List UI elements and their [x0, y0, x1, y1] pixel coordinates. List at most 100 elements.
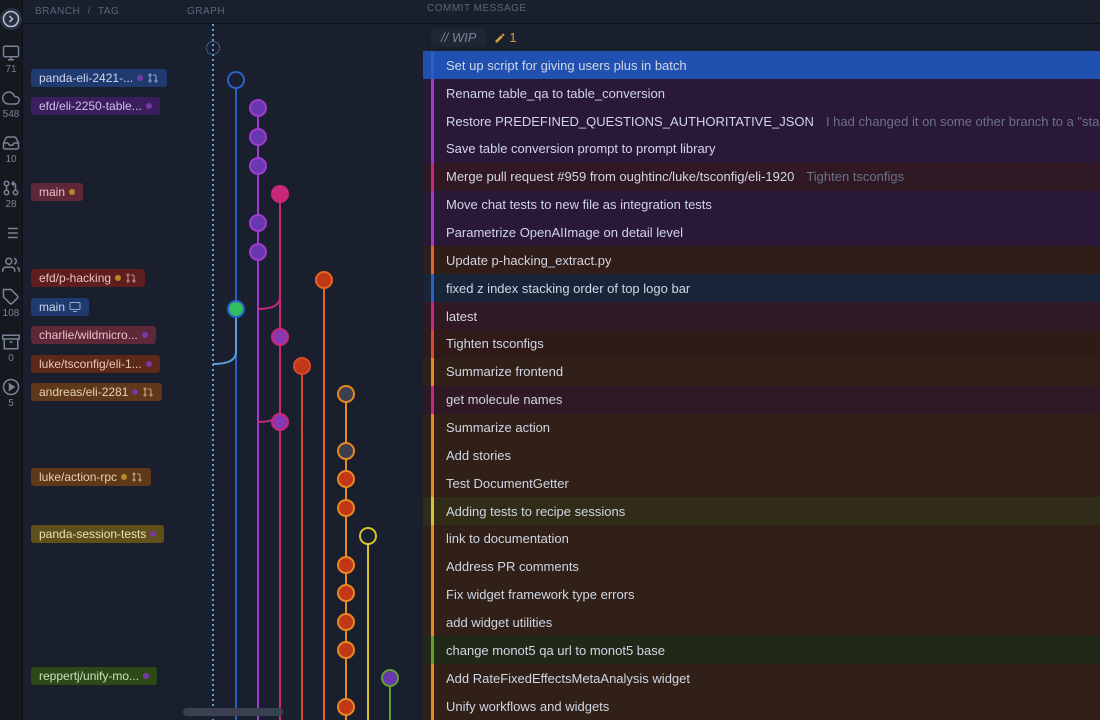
commit-node[interactable]: [315, 271, 333, 289]
commit-message: Update p-hacking_extract.py: [446, 253, 611, 268]
commit-message: fixed z index stacking order of top logo…: [446, 281, 690, 296]
branch-tag[interactable]: main: [31, 298, 89, 316]
commit-message: Merge pull request #959 from oughtinc/lu…: [446, 169, 794, 184]
commit-node[interactable]: [337, 470, 355, 488]
commit-row[interactable]: Summarize action: [423, 414, 1100, 442]
commit-row[interactable]: Save table conversion prompt to prompt l…: [423, 135, 1100, 163]
commit-node[interactable]: [359, 527, 377, 545]
commit-message: Restore PREDEFINED_QUESTIONS_AUTHORITATI…: [446, 114, 814, 129]
commit-row[interactable]: Address PR comments: [423, 553, 1100, 581]
commit-node[interactable]: [337, 698, 355, 716]
commit-row[interactable]: Update p-hacking_extract.py: [423, 246, 1100, 274]
rail-item-users[interactable]: [2, 256, 20, 274]
commit-node[interactable]: [293, 357, 311, 375]
branch-tag[interactable]: luke/tsconfig/eli-1...: [31, 355, 160, 373]
commit-row[interactable]: Test DocumentGetter: [423, 469, 1100, 497]
header-commit-msg: COMMIT MESSAGE: [423, 3, 1100, 20]
commit-message: Unify workflows and widgets: [446, 699, 609, 714]
branch-tag[interactable]: panda-eli-2421-...: [31, 69, 167, 87]
rail-item-list[interactable]: [2, 224, 20, 242]
commit-message: Add stories: [446, 448, 511, 463]
commit-row[interactable]: Unify workflows and widgets: [423, 692, 1100, 720]
rail-item-tags[interactable]: 108: [2, 288, 20, 319]
commit-message: Save table conversion prompt to prompt l…: [446, 141, 716, 156]
commit-node[interactable]: [249, 99, 267, 117]
commit-row[interactable]: Tighten tsconfigs: [423, 330, 1100, 358]
commit-message: Move chat tests to new file as integrati…: [446, 197, 712, 212]
commit-node[interactable]: [337, 613, 355, 631]
commit-node[interactable]: [337, 442, 355, 460]
rail-item-stash[interactable]: 0: [2, 333, 20, 364]
commit-message: link to documentation: [446, 531, 569, 546]
commit-message: Address PR comments: [446, 559, 579, 574]
commit-node[interactable]: [381, 669, 399, 687]
commit-node[interactable]: [249, 128, 267, 146]
commit-node[interactable]: [337, 584, 355, 602]
commit-node[interactable]: [249, 243, 267, 261]
commit-node[interactable]: [271, 328, 289, 346]
commit-message: Parametrize OpenAIImage on detail level: [446, 225, 683, 240]
commit-row[interactable]: get molecule names: [423, 386, 1100, 414]
branch-tag[interactable]: main: [31, 183, 83, 201]
branch-tag[interactable]: reppertj/unify-mo...: [31, 667, 157, 685]
commit-message: Fix widget framework type errors: [446, 587, 635, 602]
commit-message: Tighten tsconfigs: [446, 336, 544, 351]
commit-row[interactable]: add widget utilities: [423, 609, 1100, 637]
header-branch-tag: BRANCH / TAG: [23, 6, 183, 17]
branch-tag[interactable]: andreas/eli-2281: [31, 383, 162, 401]
commit-node[interactable]: [249, 214, 267, 232]
branch-tag[interactable]: panda-session-tests: [31, 525, 164, 543]
main-area: BRANCH / TAG GRAPH COMMIT MESSAGE panda-…: [23, 0, 1100, 720]
rail-item-inbox[interactable]: 10: [2, 134, 20, 165]
header-graph: GRAPH: [183, 6, 423, 17]
wip-label: // WIP: [431, 28, 486, 47]
commit-row[interactable]: Parametrize OpenAIImage on detail level: [423, 219, 1100, 247]
commit-row[interactable]: Summarize frontend: [423, 358, 1100, 386]
branch-tag[interactable]: efd/p-hacking: [31, 269, 145, 287]
commit-message: latest: [446, 309, 477, 324]
commit-row[interactable]: Fix widget framework type errors: [423, 581, 1100, 609]
commit-row[interactable]: Restore PREDEFINED_QUESTIONS_AUTHORITATI…: [423, 107, 1100, 135]
commit-row[interactable]: Set up script for giving users plus in b…: [423, 51, 1100, 79]
commit-row[interactable]: latest: [423, 302, 1100, 330]
commit-node[interactable]: [337, 385, 355, 403]
commit-row[interactable]: Move chat tests to new file as integrati…: [423, 191, 1100, 219]
commit-row[interactable]: fixed z index stacking order of top logo…: [423, 274, 1100, 302]
commit-row[interactable]: Adding tests to recipe sessions: [423, 497, 1100, 525]
rail-item-monitor[interactable]: 71: [2, 44, 20, 75]
commit-message: change monot5 qa url to monot5 base: [446, 643, 665, 658]
rail-item-cloud[interactable]: 548: [2, 89, 20, 120]
commit-row[interactable]: link to documentation: [423, 525, 1100, 553]
branch-tag[interactable]: efd/eli-2250-table...: [31, 97, 160, 115]
branch-column: panda-eli-2421-... efd/eli-2250-table... m…: [23, 24, 183, 720]
commit-row[interactable]: Merge pull request #959 from oughtinc/lu…: [423, 163, 1100, 191]
graph-column: [183, 24, 423, 720]
commit-message: Adding tests to recipe sessions: [446, 504, 625, 519]
head-marker: [206, 41, 220, 55]
commit-message: Summarize frontend: [446, 364, 563, 379]
wip-row[interactable]: // WIP 1: [423, 24, 1100, 51]
message-column: // WIP 1 Set up script for giving users …: [423, 24, 1100, 720]
rail-item-chevron[interactable]: [0, 8, 22, 30]
commit-description: I had changed it on some other branch to…: [826, 114, 1100, 129]
commit-node[interactable]: [227, 300, 245, 318]
commit-node[interactable]: [271, 413, 289, 431]
commit-node[interactable]: [227, 71, 245, 89]
commit-row[interactable]: Add RateFixedEffectsMetaAnalysis widget: [423, 664, 1100, 692]
commit-message: Summarize action: [446, 420, 550, 435]
commit-node[interactable]: [337, 556, 355, 574]
branch-tag[interactable]: luke/action-rpc: [31, 468, 151, 486]
commit-message: add widget utilities: [446, 615, 552, 630]
branch-tag[interactable]: charlie/wildmicro...: [31, 326, 156, 344]
commit-message: Test DocumentGetter: [446, 476, 569, 491]
horizontal-scrollbar[interactable]: [183, 708, 283, 716]
commit-node[interactable]: [337, 499, 355, 517]
rail-item-play[interactable]: 5: [2, 378, 20, 409]
commit-row[interactable]: Rename table_qa to table_conversion: [423, 79, 1100, 107]
commit-node[interactable]: [271, 185, 289, 203]
commit-node[interactable]: [337, 641, 355, 659]
commit-node[interactable]: [249, 157, 267, 175]
commit-row[interactable]: Add stories: [423, 441, 1100, 469]
commit-row[interactable]: change monot5 qa url to monot5 base: [423, 636, 1100, 664]
rail-item-pr[interactable]: 28: [2, 179, 20, 210]
